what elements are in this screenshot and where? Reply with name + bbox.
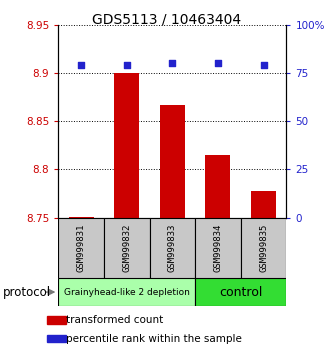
Text: transformed count: transformed count [66,315,164,325]
Text: GSM999831: GSM999831 [77,224,86,272]
Bar [150,218,195,278]
Bar [114,73,139,218]
Point [261,62,266,68]
Point [215,61,220,66]
Bar [241,218,286,278]
Bar [47,316,66,324]
Bar [251,191,276,218]
Bar [205,155,230,218]
Text: percentile rank within the sample: percentile rank within the sample [66,333,242,344]
Bar [195,218,241,278]
Bar [195,278,286,306]
Text: protocol: protocol [3,286,52,298]
Text: GSM999835: GSM999835 [259,224,268,272]
Text: control: control [219,286,262,298]
Text: GDS5113 / 10463404: GDS5113 / 10463404 [92,12,241,27]
Bar [160,105,185,218]
Bar [104,218,150,278]
Bar [58,278,195,306]
Bar [47,335,66,342]
Point [124,62,129,68]
Text: GSM999833: GSM999833 [168,224,177,272]
Point [79,62,84,68]
Point [169,61,175,66]
Text: GSM999832: GSM999832 [122,224,131,272]
Text: Grainyhead-like 2 depletion: Grainyhead-like 2 depletion [64,287,190,297]
Bar [58,218,104,278]
Bar [69,217,94,218]
Text: GSM999834: GSM999834 [213,224,222,272]
